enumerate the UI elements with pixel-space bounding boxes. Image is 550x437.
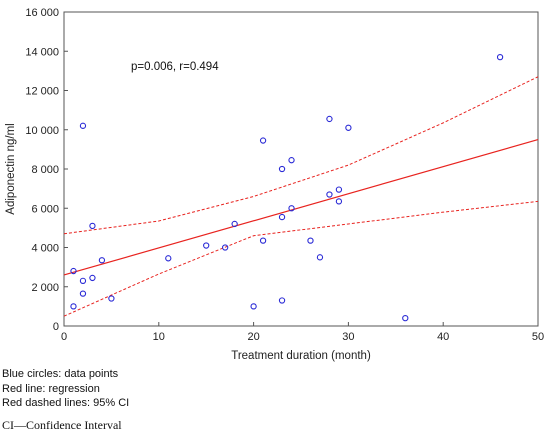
y-tick-label: 6 000 (31, 203, 59, 215)
data-point (70, 303, 77, 310)
data-point (288, 157, 295, 164)
y-axis-label: Adiponectin ng/ml (5, 123, 17, 214)
data-point (335, 186, 343, 193)
data-point (496, 53, 504, 61)
data-points (70, 53, 504, 322)
data-point (278, 213, 286, 221)
data-point (89, 274, 96, 282)
y-tick-label: 14 000 (25, 46, 59, 58)
y-tick-label: 8 000 (31, 164, 59, 176)
data-point (250, 303, 257, 310)
note-regression: Red line: regression (2, 382, 100, 395)
y-tick-label: 16 000 (25, 7, 59, 19)
fit-lines (63, 76, 539, 317)
legend-notes: Blue circles: data points Red line: regr… (2, 367, 129, 411)
data-point (70, 267, 77, 275)
data-point (79, 290, 87, 297)
data-point (345, 124, 352, 131)
scatter-chart: 0 10 20 30 40 50 0 2 000 4 000 6 000 8 000 10 000 12… (5, 7, 544, 362)
data-point (316, 254, 324, 261)
data-point (79, 277, 87, 285)
x-tick-label: 30 (342, 331, 354, 343)
data-point (231, 220, 238, 228)
data-point (278, 165, 286, 173)
x-tick-label: 10 (153, 331, 165, 343)
data-point (288, 205, 295, 212)
ci-lower-line (63, 200, 539, 317)
y-tick-label: 4 000 (31, 243, 59, 255)
x-tick-label: 0 (61, 331, 67, 343)
axis-ticks: 0 10 20 30 40 50 0 2 000 4 000 6 000 8 000 10 000 12… (25, 7, 544, 343)
data-point (326, 191, 333, 198)
figure-caption: CI—Confidence Interval (2, 418, 122, 432)
data-point (89, 222, 96, 230)
plot-area-frame (63, 11, 539, 327)
x-tick-label: 50 (532, 331, 544, 343)
y-tick-label: 12 000 (25, 86, 59, 98)
data-point (335, 198, 343, 205)
data-point (278, 297, 286, 304)
data-point (307, 237, 314, 244)
ci-upper-line (63, 76, 539, 235)
y-tick-label: 0 (53, 321, 59, 333)
data-point (259, 137, 267, 144)
data-point (108, 295, 115, 302)
data-point (98, 257, 106, 264)
data-point (203, 242, 210, 249)
data-point (165, 255, 172, 262)
data-point (402, 314, 409, 322)
x-axis-label: Treatment duration (month) (231, 350, 371, 362)
x-tick-label: 40 (437, 331, 449, 343)
x-tick-label: 20 (247, 331, 259, 343)
regression-line (63, 138, 539, 276)
y-tick-label: 10 000 (25, 125, 59, 137)
y-tick-label: 2 000 (31, 282, 59, 294)
data-point (79, 122, 87, 129)
note-ci: Red dashed lines: 95% CI (2, 397, 130, 409)
data-point (222, 244, 229, 251)
data-point (259, 237, 267, 244)
note-points: Blue circles: data points (2, 368, 119, 380)
stats-annotation: p=0.006, r=0.494 (131, 61, 219, 73)
data-point (326, 115, 333, 123)
